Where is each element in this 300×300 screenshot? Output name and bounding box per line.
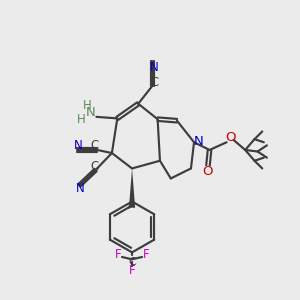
Text: O: O — [225, 131, 236, 144]
Text: N: N — [76, 182, 85, 195]
Text: F: F — [115, 248, 122, 261]
Text: N: N — [150, 61, 159, 74]
Text: N: N — [194, 135, 204, 148]
Text: F: F — [143, 248, 149, 261]
Text: N: N — [74, 139, 83, 152]
Text: N: N — [86, 106, 96, 119]
Text: C: C — [91, 139, 99, 152]
Text: F: F — [129, 264, 135, 277]
Text: C: C — [150, 76, 159, 89]
Text: C: C — [91, 160, 99, 173]
Polygon shape — [129, 168, 135, 208]
Text: H: H — [77, 113, 86, 126]
Text: O: O — [202, 165, 212, 178]
Text: C: C — [128, 256, 136, 267]
Text: H: H — [83, 99, 92, 112]
